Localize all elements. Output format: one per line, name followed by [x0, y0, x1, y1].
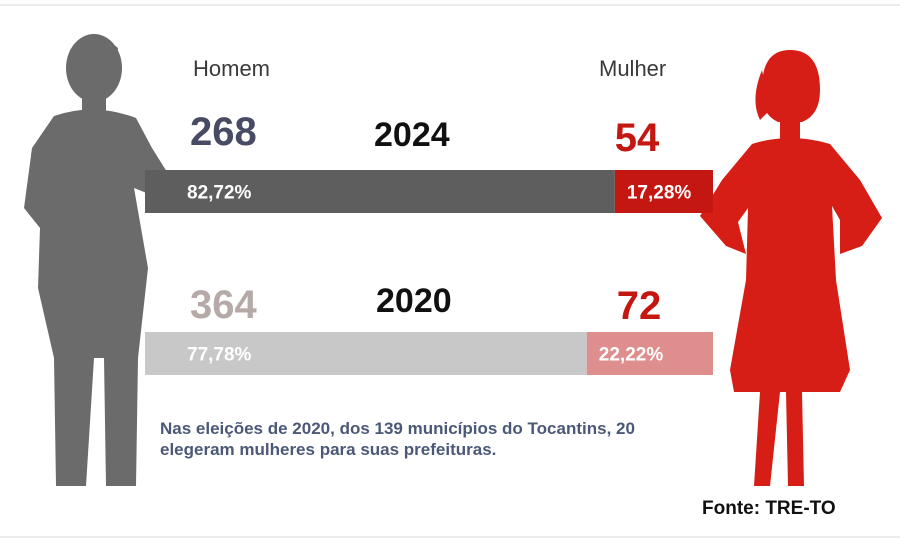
percent-label-woman-2024: 17,28%: [627, 183, 692, 204]
man-count-2020: 364: [190, 283, 257, 327]
bar-man-2020: [145, 332, 587, 375]
column-header-woman: Mulher: [599, 56, 667, 81]
woman-count-2024: 54: [614, 116, 660, 160]
woman-count-2020: 72: [616, 284, 662, 328]
percent-label-man-2020: 77,78%: [187, 345, 252, 366]
man-silhouette-icon: [24, 34, 172, 486]
column-header-man: Homem: [193, 56, 271, 81]
bar-woman-2024: [614, 170, 713, 213]
year-label-2020: 2020: [376, 282, 452, 320]
bottom-divider: [0, 536, 900, 538]
source-credit: Fonte: TRE-TO: [702, 498, 836, 519]
bar-man-2024: [145, 170, 615, 213]
year-label-2024: 2024: [374, 116, 450, 154]
footnote: Nas eleições de 2020, dos 139 municípios…: [160, 419, 635, 459]
percent-label-man-2024: 82,72%: [187, 183, 252, 204]
bar-woman-2020: [586, 332, 713, 375]
woman-silhouette-icon: [700, 50, 882, 486]
man-count-2024: 268: [190, 110, 257, 154]
top-divider: [0, 4, 900, 6]
percent-label-woman-2020: 22,22%: [599, 345, 664, 366]
